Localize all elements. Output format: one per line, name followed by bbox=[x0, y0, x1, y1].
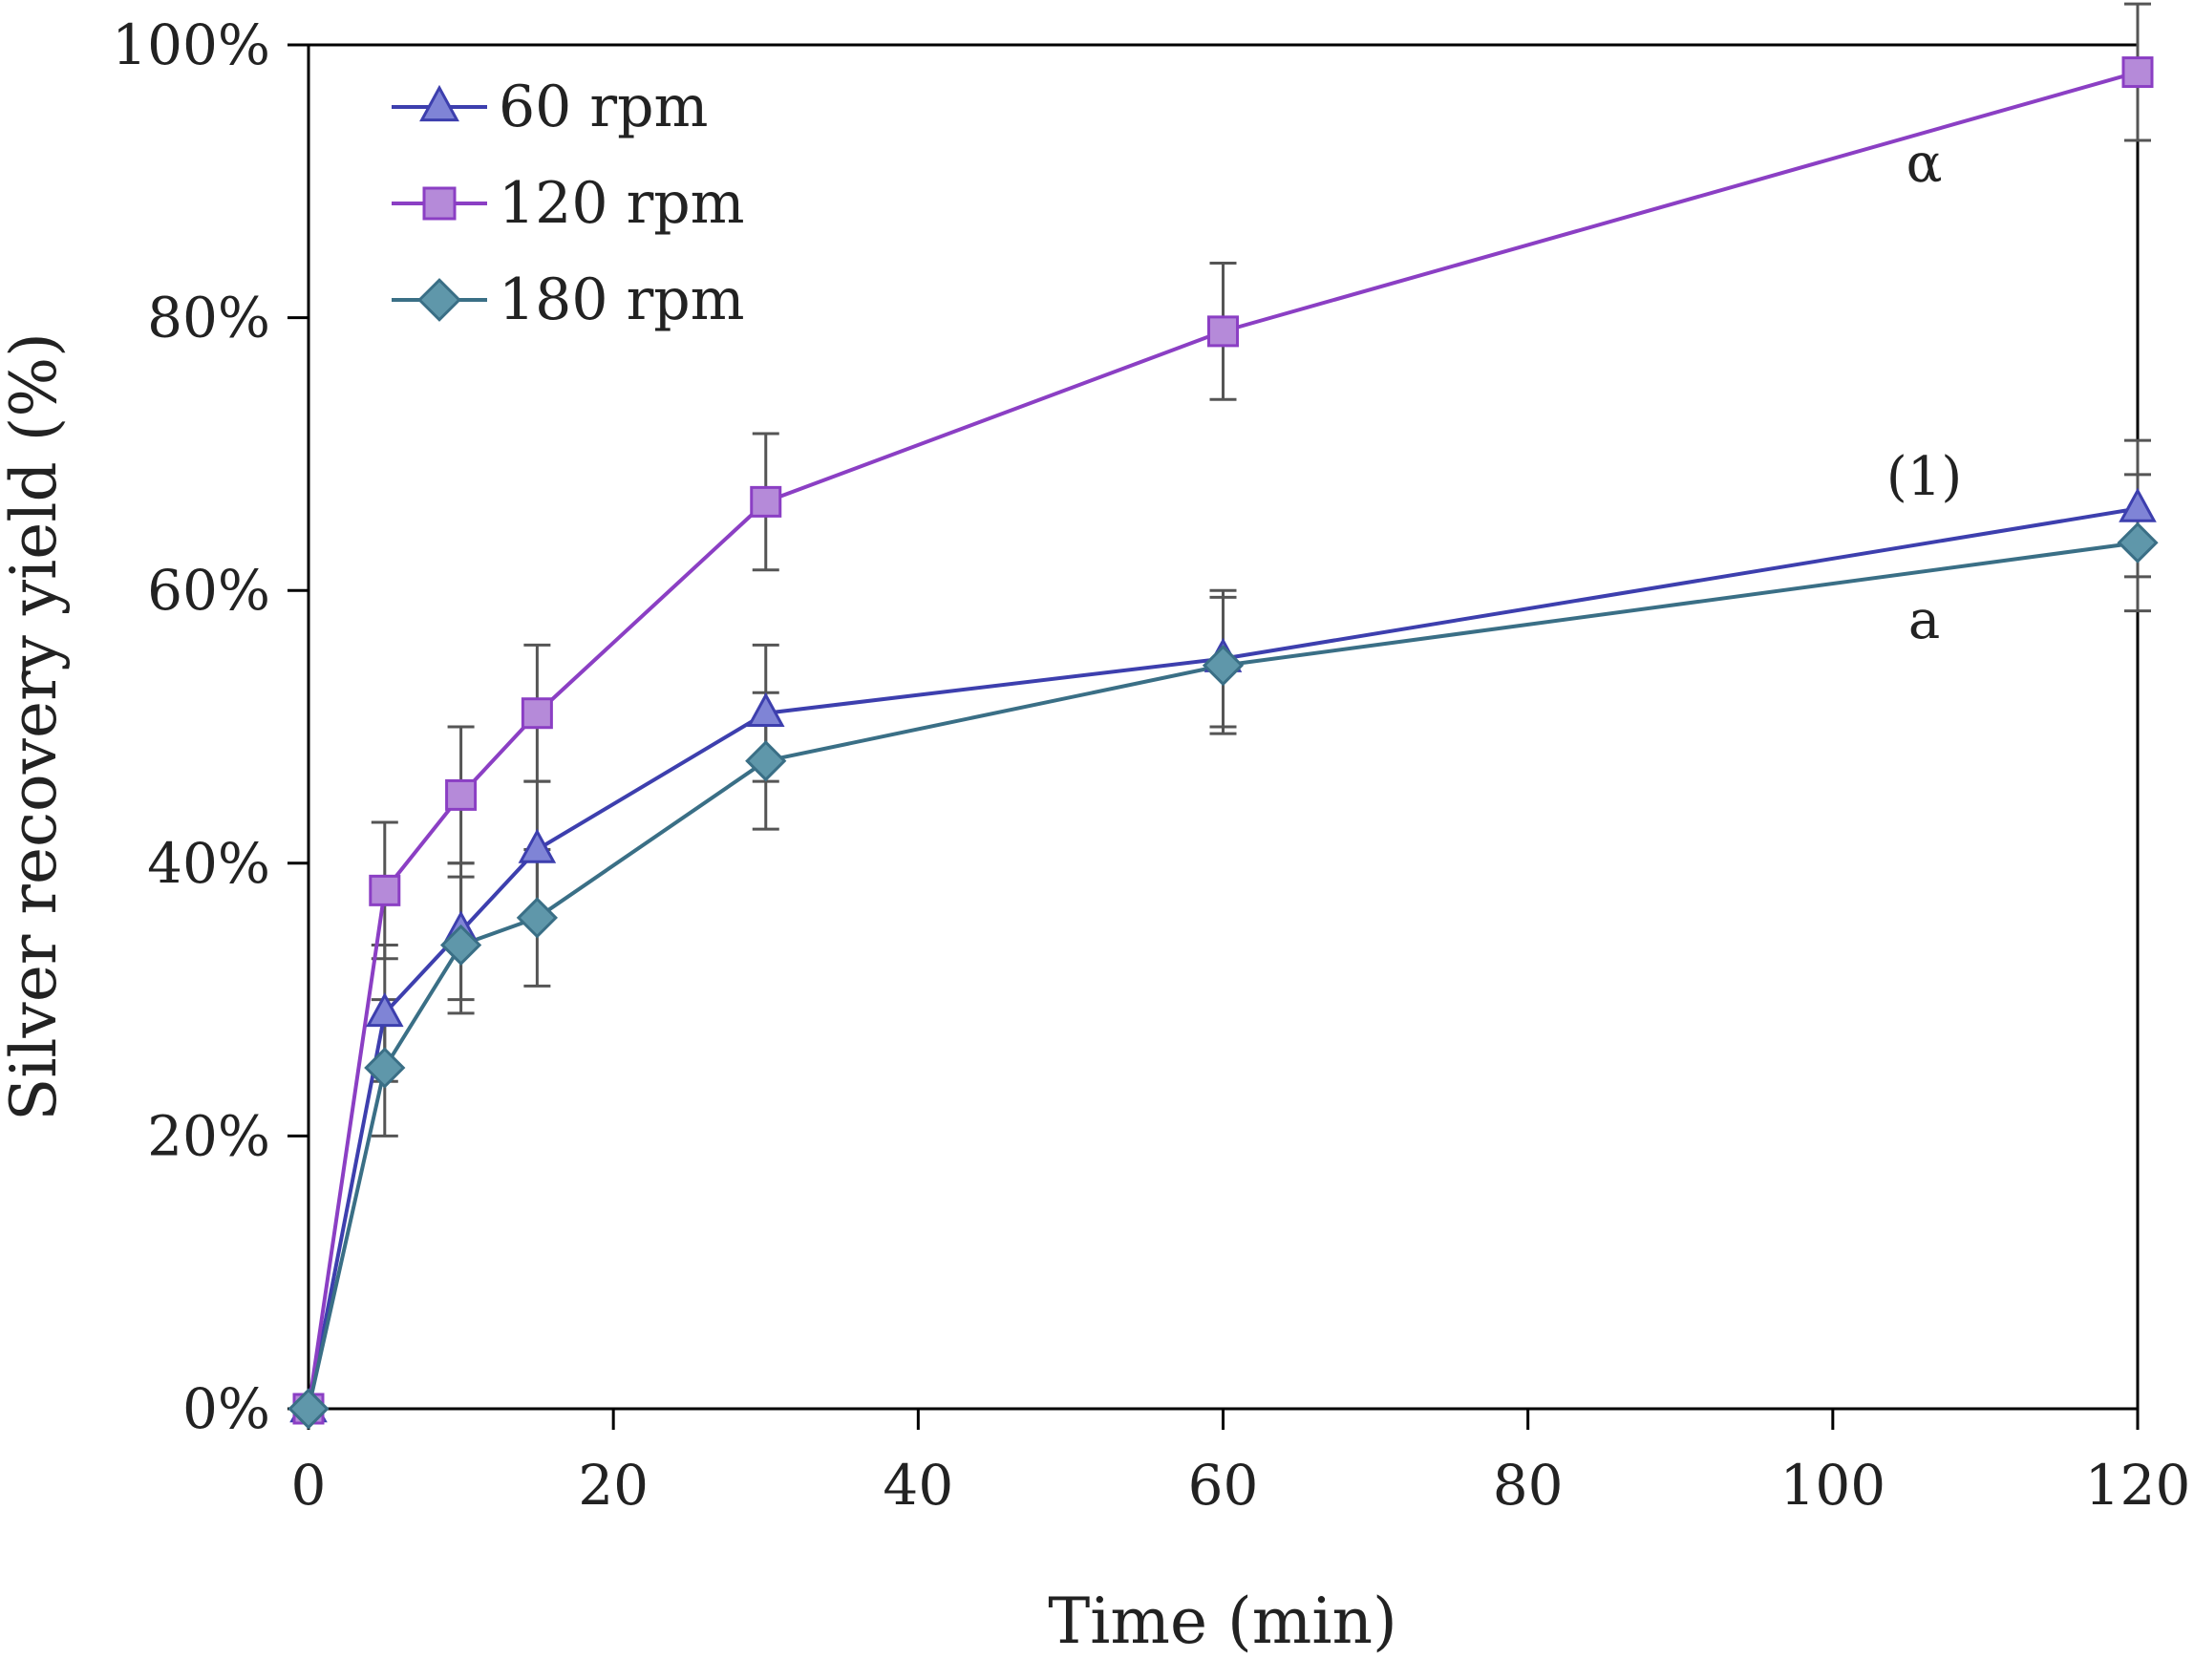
data-point bbox=[288, 1388, 330, 1430]
data-point bbox=[1202, 645, 1245, 687]
x-tick-label: 80 bbox=[1493, 1453, 1564, 1518]
data-point bbox=[1207, 315, 1239, 348]
series-annotation: a bbox=[1908, 589, 1940, 651]
data-point bbox=[518, 828, 557, 863]
y-tick-label: 0% bbox=[182, 1376, 270, 1441]
data-point bbox=[750, 485, 782, 518]
y-tick-label: 100% bbox=[112, 12, 270, 77]
legend-label: 120 rpm bbox=[499, 170, 745, 237]
x-tick-label: 20 bbox=[578, 1453, 649, 1518]
y-tick-label: 60% bbox=[147, 558, 270, 623]
data-point bbox=[2121, 56, 2154, 89]
data-point bbox=[746, 691, 785, 727]
series-markers bbox=[288, 56, 2159, 1430]
x-tick-label: 40 bbox=[883, 1453, 953, 1518]
data-point bbox=[2119, 487, 2157, 522]
data-point bbox=[364, 1047, 406, 1089]
legend-marker bbox=[419, 84, 459, 122]
x-axis: 0 20 40 60 80 100 120 bbox=[291, 1409, 2191, 1518]
annotations: α (1) a bbox=[1886, 133, 1962, 651]
data-point bbox=[745, 740, 787, 782]
series-annotation: α bbox=[1906, 133, 1943, 195]
x-axis-title: Time (min) bbox=[1048, 1584, 1396, 1658]
data-point bbox=[516, 897, 558, 939]
y-tick-label: 80% bbox=[147, 286, 270, 351]
x-tick-label: 100 bbox=[1779, 1453, 1885, 1518]
data-point bbox=[2117, 521, 2159, 564]
legend: 60 rpm 120 rpm 180 rpm bbox=[392, 74, 745, 333]
legend-label: 60 rpm bbox=[499, 74, 708, 140]
data-point bbox=[366, 992, 404, 1028]
legend-marker bbox=[417, 278, 461, 322]
y-tick-label: 40% bbox=[147, 831, 270, 896]
data-point bbox=[445, 778, 478, 811]
y-axis-title: Silver recovery yield (%) bbox=[0, 332, 71, 1121]
x-tick-label: 0 bbox=[291, 1453, 327, 1518]
legend-label: 180 rpm bbox=[499, 266, 745, 333]
y-tick-label: 20% bbox=[147, 1103, 270, 1168]
legend-marker bbox=[422, 186, 457, 221]
x-tick-label: 60 bbox=[1188, 1453, 1259, 1518]
data-point bbox=[369, 874, 401, 906]
y-axis: 0% 20% 40% 60% 80% 100% bbox=[112, 12, 309, 1441]
x-tick-label: 120 bbox=[2085, 1453, 2191, 1518]
series-annotation: (1) bbox=[1886, 446, 1962, 508]
data-point bbox=[439, 924, 482, 967]
data-point bbox=[521, 697, 553, 730]
